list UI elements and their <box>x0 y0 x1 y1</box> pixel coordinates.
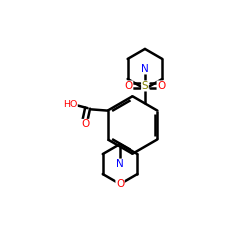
Text: S: S <box>142 81 148 91</box>
Text: HO: HO <box>63 100 77 109</box>
Text: O: O <box>81 120 89 130</box>
Text: O: O <box>157 81 165 91</box>
Text: O: O <box>124 81 133 91</box>
Text: N: N <box>116 159 124 169</box>
Text: N: N <box>141 64 149 74</box>
Text: O: O <box>116 179 124 189</box>
